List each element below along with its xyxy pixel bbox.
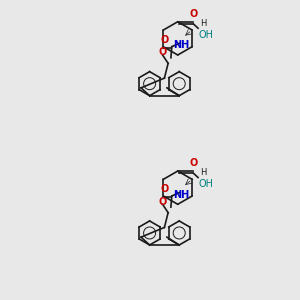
Text: OH: OH <box>199 179 214 189</box>
Text: OH: OH <box>199 30 214 40</box>
Text: H: H <box>200 19 206 28</box>
Text: O: O <box>160 184 169 194</box>
Text: O: O <box>189 9 198 19</box>
Text: H: H <box>200 168 206 177</box>
Text: O: O <box>189 158 198 168</box>
Text: NH: NH <box>173 190 189 200</box>
Text: O: O <box>158 196 167 206</box>
Text: O: O <box>160 35 169 45</box>
Text: O: O <box>158 47 167 57</box>
Text: NH: NH <box>173 40 189 50</box>
